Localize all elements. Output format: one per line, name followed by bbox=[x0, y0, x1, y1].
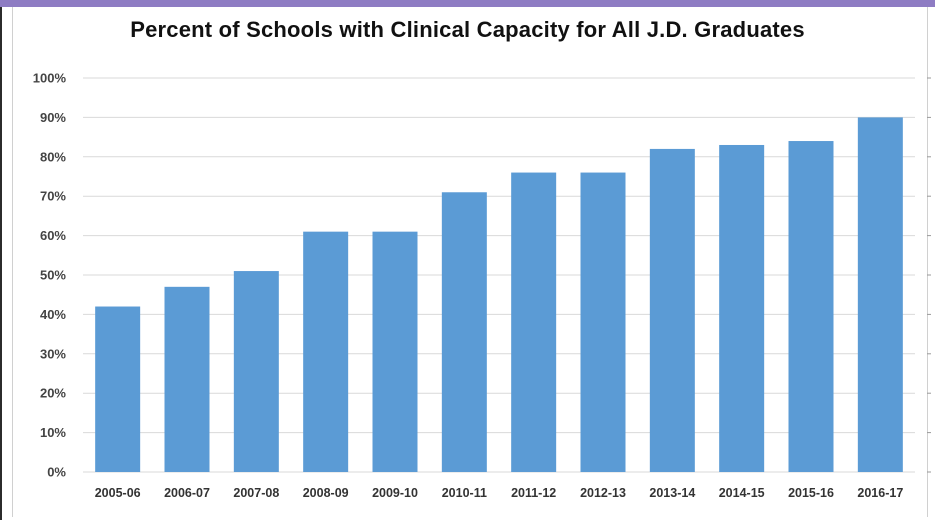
x-tick-label: 2012-13 bbox=[580, 486, 626, 500]
x-tick-label: 2015-16 bbox=[788, 486, 834, 500]
x-tick-label: 2016-17 bbox=[857, 486, 903, 500]
x-tick-label: 2009-10 bbox=[372, 486, 418, 500]
y-tick-label: 90% bbox=[40, 110, 66, 125]
y-tick-label: 30% bbox=[40, 346, 66, 361]
left-border bbox=[0, 7, 2, 520]
y-tick-label: 100% bbox=[33, 71, 67, 86]
y-tick-label: 10% bbox=[40, 425, 66, 440]
y-tick-label: 60% bbox=[40, 228, 66, 243]
bar-2016-17 bbox=[857, 117, 903, 473]
y-tick-label: 70% bbox=[40, 189, 66, 204]
x-tick-label: 2010-11 bbox=[442, 486, 487, 500]
bar-2008-09 bbox=[303, 231, 349, 472]
bar-2009-10 bbox=[372, 231, 418, 472]
chart-frame bbox=[12, 7, 928, 517]
bar-2015-16 bbox=[788, 141, 834, 473]
y-tick-label: 80% bbox=[40, 149, 66, 164]
top-border-band bbox=[0, 0, 935, 7]
x-tick-label: 2013-14 bbox=[649, 486, 695, 500]
bar-2013-14 bbox=[649, 148, 695, 473]
bar-2007-08 bbox=[233, 271, 279, 472]
x-tick-label: 2006-07 bbox=[164, 486, 210, 500]
bar-2005-06 bbox=[95, 306, 141, 472]
x-tick-label: 2005-06 bbox=[95, 486, 141, 500]
y-tick-label: 50% bbox=[40, 268, 66, 283]
bar-2010-11 bbox=[441, 192, 487, 472]
chart-title: Percent of Schools with Clinical Capacit… bbox=[130, 17, 805, 42]
x-tick-label: 2007-08 bbox=[233, 486, 279, 500]
x-tick-label: 2014-15 bbox=[719, 486, 765, 500]
y-tick-label: 0% bbox=[47, 465, 66, 480]
x-tick-label: 2011-12 bbox=[511, 486, 556, 500]
bar-2014-15 bbox=[719, 144, 765, 473]
y-tick-label: 40% bbox=[40, 307, 66, 322]
x-tick-label: 2008-09 bbox=[303, 486, 349, 500]
bar-2012-13 bbox=[580, 172, 626, 472]
y-tick-label: 20% bbox=[40, 386, 66, 401]
bar-2011-12 bbox=[511, 172, 557, 472]
bar-2006-07 bbox=[164, 286, 210, 472]
